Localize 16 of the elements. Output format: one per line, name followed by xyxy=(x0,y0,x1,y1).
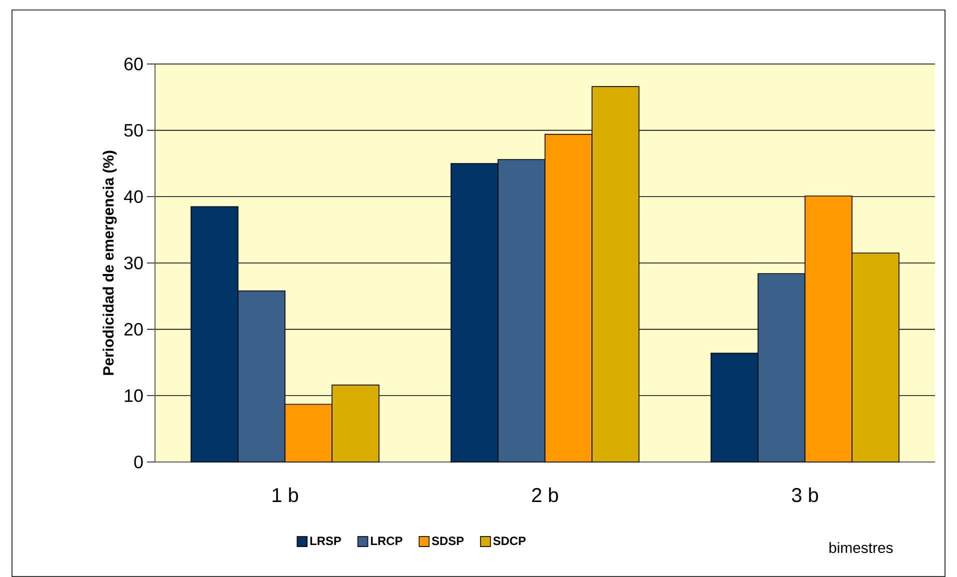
x-tick-label: 1 b xyxy=(272,488,298,502)
legend-label: SDSP xyxy=(432,536,464,546)
y-tick-label: 0 xyxy=(134,456,143,468)
y-tick-label: 60 xyxy=(124,58,143,70)
legend-label: SDCP xyxy=(493,536,526,546)
y-tick-label: 50 xyxy=(124,124,143,137)
legend-label: LRCP xyxy=(371,536,402,546)
y-tick-label: 30 xyxy=(124,256,143,270)
y-tick-label: 20 xyxy=(124,322,143,336)
x-tick-label: 3 b xyxy=(792,488,818,502)
x-axis-title: bimestres xyxy=(829,542,893,554)
x-tick-label: 2 b xyxy=(532,488,558,502)
y-tick-label: 10 xyxy=(124,389,143,402)
y-axis-title: Periodicidad de emergencia (%) xyxy=(102,150,117,375)
legend-label: LRSP xyxy=(310,536,342,546)
y-tick-label: 40 xyxy=(124,190,143,203)
